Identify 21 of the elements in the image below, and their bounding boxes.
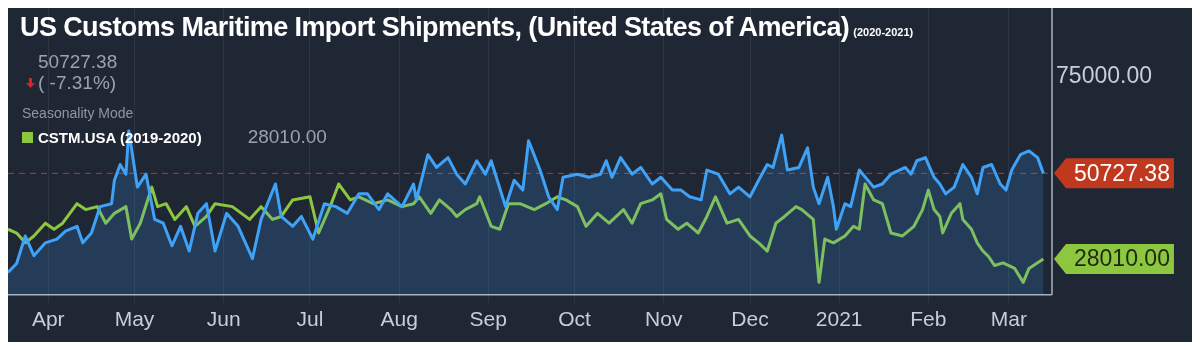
x-tick-label: Apr [31, 307, 65, 331]
x-tick-label: Dec [731, 307, 769, 331]
x-tick-label: 2021 [815, 307, 863, 331]
x-tick-label: Sep [469, 307, 507, 331]
x-tick-label: Feb [910, 307, 947, 331]
chart-title: US Customs Maritime Import Shipments, (United States of America) [20, 12, 850, 42]
x-tick-label: Mar [990, 307, 1027, 331]
text: 75000.00 [1056, 62, 1152, 89]
x-tick-label: Jun [206, 307, 241, 331]
annotation: 28010.00 [1074, 245, 1170, 272]
annotation: 50727.38 [1074, 159, 1170, 186]
annotation: 28010.00 [247, 126, 327, 148]
text: 50727.38 [38, 51, 118, 72]
x-tick-label: Jul [296, 307, 324, 331]
text: ( -7.31%) [38, 72, 117, 94]
chart-subtitle: (2020-2021) [853, 26, 914, 38]
x-tick-label: May [114, 307, 155, 331]
text: Seasonality Mode [22, 105, 134, 121]
x-tick-label: Oct [558, 307, 592, 331]
x-tick-label: Nov [645, 307, 683, 331]
x-tick-label: Aug [380, 307, 418, 331]
